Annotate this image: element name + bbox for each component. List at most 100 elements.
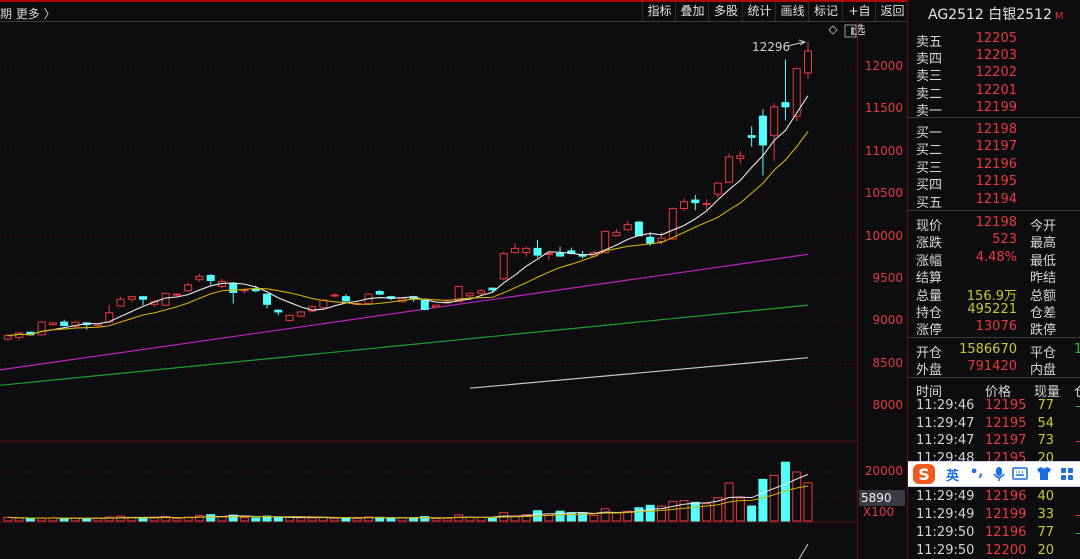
tick-volume: 77 bbox=[1037, 525, 1054, 540]
candle-up[interactable] bbox=[804, 50, 812, 74]
candle-up[interactable] bbox=[48, 322, 57, 326]
volume-bar bbox=[37, 517, 47, 522]
volume-bar bbox=[363, 516, 373, 522]
volume-bar bbox=[702, 503, 712, 522]
panel-toggle-icon[interactable] bbox=[844, 24, 857, 38]
diamond-icon[interactable] bbox=[828, 25, 838, 35]
toolbar-button-5[interactable]: 标记 bbox=[808, 2, 843, 21]
candle-up[interactable] bbox=[657, 237, 666, 243]
kline-chart[interactable]: 12296 bbox=[0, 22, 858, 559]
tick-time: 11:29:47 bbox=[916, 433, 975, 448]
candle-down[interactable] bbox=[139, 296, 148, 300]
volume-bar bbox=[735, 497, 745, 522]
candle-down[interactable] bbox=[229, 283, 238, 293]
volume-bar bbox=[656, 505, 666, 522]
candle-up[interactable] bbox=[702, 202, 711, 205]
toolbar-button-3[interactable]: 统计 bbox=[742, 2, 776, 21]
volume-axis-label: 20000 bbox=[864, 464, 903, 478]
toolbar-button-2[interactable]: 多股 bbox=[708, 2, 743, 21]
more-menu[interactable]: 期 更多 〉 bbox=[0, 7, 56, 21]
candle-up[interactable] bbox=[668, 208, 677, 240]
keyboard-icon[interactable] bbox=[1012, 467, 1028, 480]
candle-down[interactable] bbox=[781, 102, 790, 108]
ask-price: 12199 bbox=[975, 99, 1017, 115]
candle-up[interactable] bbox=[601, 230, 610, 254]
candle-up[interactable] bbox=[15, 332, 24, 338]
candle-up[interactable] bbox=[330, 294, 339, 297]
candle-down[interactable] bbox=[533, 247, 542, 256]
stat-value: 4.48% bbox=[975, 249, 1017, 265]
candle-up[interactable] bbox=[285, 314, 294, 321]
candle-up[interactable] bbox=[37, 321, 46, 336]
volume-bar bbox=[465, 517, 475, 522]
bid-price: 12194 bbox=[975, 191, 1017, 207]
toolbar-button-4[interactable]: 画线 bbox=[775, 2, 809, 21]
tick-volume: 73 bbox=[1037, 433, 1054, 448]
candle-down[interactable] bbox=[634, 221, 643, 237]
candle-up[interactable] bbox=[432, 304, 441, 308]
volume-bar bbox=[240, 517, 249, 522]
candle-up[interactable] bbox=[477, 290, 486, 294]
candle-up[interactable] bbox=[195, 275, 204, 281]
candle-up[interactable] bbox=[522, 247, 531, 254]
tick-time: 11:29:47 bbox=[916, 416, 975, 431]
candle-down[interactable] bbox=[60, 321, 69, 326]
candle-up[interactable] bbox=[172, 293, 181, 296]
tick-volume: 77 bbox=[1037, 398, 1054, 413]
candle-up[interactable] bbox=[510, 247, 519, 254]
volume-bar bbox=[769, 474, 779, 522]
candle-up[interactable] bbox=[792, 68, 801, 117]
bid-price: 12197 bbox=[975, 139, 1017, 155]
skin-shirt-icon[interactable] bbox=[1036, 466, 1052, 481]
candle-up[interactable] bbox=[713, 182, 722, 195]
candle-down[interactable] bbox=[274, 309, 283, 313]
candle-up[interactable] bbox=[725, 156, 734, 183]
ime-toolbar[interactable]: S 英 •, bbox=[908, 461, 1080, 487]
candle-up[interactable] bbox=[680, 201, 689, 210]
current-volume-label: 5890 bbox=[859, 490, 905, 506]
candle-up[interactable] bbox=[184, 284, 193, 292]
microphone-icon[interactable] bbox=[992, 466, 1006, 482]
candle-down[interactable] bbox=[747, 135, 756, 138]
stat-value: 13076 bbox=[975, 319, 1017, 335]
candle-down[interactable] bbox=[206, 274, 215, 282]
candle-down[interactable] bbox=[646, 236, 655, 244]
candle-down[interactable] bbox=[263, 293, 272, 305]
candle-up[interactable] bbox=[116, 298, 125, 307]
candle-down[interactable] bbox=[341, 296, 350, 302]
ime-punctuation-toggle[interactable]: •, bbox=[970, 465, 984, 480]
candle-up[interactable] bbox=[296, 311, 305, 317]
volume-bar bbox=[487, 517, 497, 522]
candle-down[interactable] bbox=[691, 199, 700, 204]
top-accent-line bbox=[0, 0, 908, 2]
candle-up[interactable] bbox=[465, 292, 474, 297]
candle-up[interactable] bbox=[612, 231, 621, 237]
price-ma10-line bbox=[7, 131, 809, 337]
candle-down[interactable] bbox=[251, 288, 260, 292]
candle-up[interactable] bbox=[623, 224, 632, 231]
candle-up[interactable] bbox=[770, 106, 779, 137]
toolbox-grid-icon[interactable] bbox=[1060, 467, 1074, 481]
candle-down[interactable] bbox=[556, 252, 565, 257]
tick-volume: 40 bbox=[1037, 489, 1054, 504]
volume-bar bbox=[194, 515, 204, 522]
stat-value: 12198 bbox=[975, 215, 1017, 230]
tick-price: 12195 bbox=[985, 398, 1027, 413]
ask-label: 卖四 bbox=[916, 52, 943, 68]
candle-down[interactable] bbox=[375, 291, 384, 295]
toolbar-button-1[interactable]: 叠加 bbox=[675, 2, 709, 21]
toolbar-button-0[interactable]: 指标 bbox=[642, 2, 676, 21]
candle-up[interactable] bbox=[71, 321, 80, 327]
candle-down[interactable] bbox=[758, 115, 767, 146]
toolbar-button-7[interactable]: 返回 bbox=[875, 2, 909, 21]
candle-up[interactable] bbox=[454, 286, 463, 303]
candle-up[interactable] bbox=[127, 296, 136, 300]
price-axis-label: 9000 bbox=[872, 313, 903, 328]
candle-up[interactable] bbox=[736, 155, 745, 160]
candle-up[interactable] bbox=[499, 252, 508, 280]
ma-line bbox=[0, 253, 809, 371]
ime-language-toggle[interactable]: 英 bbox=[946, 469, 960, 484]
divider bbox=[908, 117, 1080, 118]
toolbar-button-6[interactable]: +自选 bbox=[842, 2, 876, 37]
candle-up[interactable] bbox=[3, 335, 12, 340]
